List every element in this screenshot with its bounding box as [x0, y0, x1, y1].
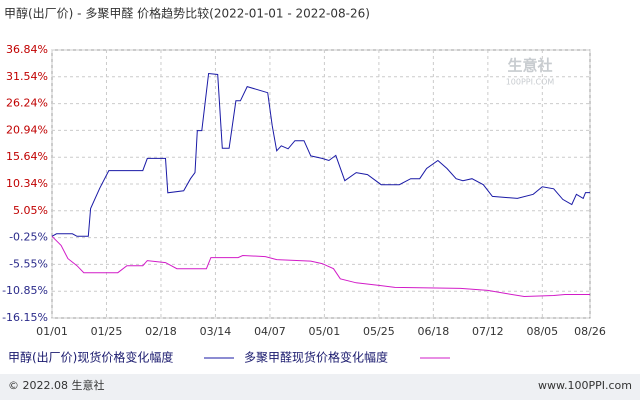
y-tick-label: 31.54% [6, 70, 48, 83]
x-tick-label: 01/01 [36, 325, 68, 338]
watermark: 生意社 [507, 57, 552, 75]
chart-title: 甲醇(出厂价) - 多聚甲醛 价格趋势比较(2022-01-01 - 2022-… [4, 6, 370, 21]
x-tick-label: 08/26 [574, 325, 606, 338]
x-tick-label: 07/12 [472, 325, 504, 338]
y-tick-label: 10.34% [6, 177, 48, 190]
footer-bar [0, 374, 640, 400]
series-line [51, 235, 590, 298]
legend-label: 甲醇(出厂价)现货价格变化幅度 [8, 350, 173, 365]
x-tick-label: 04/07 [254, 325, 286, 338]
x-tick-label: 02/18 [145, 325, 177, 338]
y-tick-label: 5.05% [13, 204, 48, 217]
y-tick-label: 36.84% [6, 43, 48, 56]
y-tick-label: -10.85% [2, 284, 48, 297]
y-tick-label: -16.15% [2, 311, 48, 324]
x-tick-label: 08/05 [526, 325, 558, 338]
y-tick-label: 15.64% [6, 150, 48, 163]
footer-left: © 2022.08 生意社 [8, 378, 104, 392]
watermark-sub: 100PPI.COM [506, 78, 555, 87]
x-tick-label: 01/25 [91, 325, 123, 338]
y-tick-label: -0.25% [9, 231, 48, 244]
footer-right: www.100PPI.com [538, 379, 632, 392]
x-tick-label: 03/14 [200, 325, 232, 338]
y-tick-label: -5.55% [9, 257, 48, 270]
x-tick-label: 06/18 [418, 325, 450, 338]
x-tick-label: 05/01 [309, 325, 341, 338]
y-tick-label: 20.94% [6, 123, 48, 136]
legend-label: 多聚甲醛现货价格变化幅度 [244, 350, 388, 365]
series-line [51, 72, 590, 237]
x-tick-label: 05/25 [363, 325, 395, 338]
y-tick-label: 26.24% [6, 97, 48, 110]
